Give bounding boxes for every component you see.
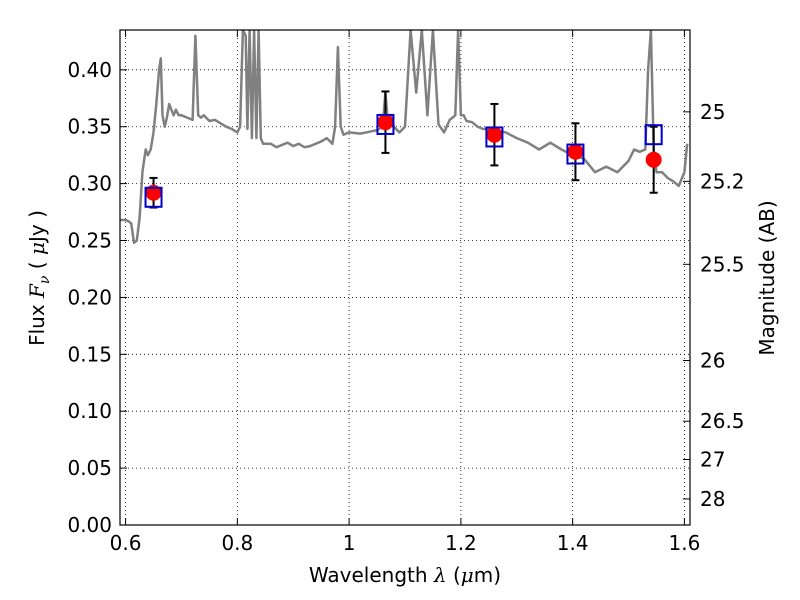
model-point — [566, 143, 585, 165]
y-axis-title: Flux Fν ( μJy ) — [25, 210, 53, 346]
x-tick-label: 1.2 — [445, 531, 477, 555]
model-point — [144, 186, 163, 208]
y-tick-label: 0.35 — [67, 115, 112, 139]
y2-tick-label: 27 — [700, 448, 725, 472]
y2-tick-label: 25.5 — [700, 252, 745, 276]
plot-frame — [119, 29, 691, 526]
y2-axis-title: Magnitude (AB) — [755, 200, 779, 355]
y-tick-label: 0.00 — [67, 513, 112, 537]
model-point — [485, 126, 504, 148]
y-tick-label: 0.25 — [67, 229, 112, 253]
y-tick-label: 0.40 — [67, 58, 112, 82]
y-tick-label: 0.10 — [67, 399, 112, 423]
y2-tick-label: 26.5 — [700, 409, 745, 433]
y2-tick-label: 25.2 — [700, 169, 745, 193]
y-tick-label: 0.30 — [67, 172, 112, 196]
observed-point — [567, 143, 584, 160]
y-tick-label: 0.15 — [67, 342, 112, 366]
y-tick-label: 0.05 — [67, 456, 112, 480]
x-axis-title: Wavelength λ (μm) — [309, 563, 501, 587]
observed-point — [486, 126, 503, 143]
observed-point — [645, 151, 662, 168]
series-layer — [120, 30, 689, 245]
x-tick-label: 0.6 — [110, 531, 142, 555]
x-tick-label: 1.6 — [669, 531, 701, 555]
x-tick-label: 1 — [343, 531, 356, 555]
y2-tick-label: 26 — [700, 349, 725, 373]
ticks — [120, 30, 690, 526]
x-tick-label: 0.8 — [221, 531, 253, 555]
y-tick-label: 0.20 — [67, 285, 112, 309]
y2-tick-label: 25 — [700, 100, 725, 124]
spectrum-line — [120, 30, 689, 245]
model-point — [376, 113, 395, 135]
observed-point — [377, 114, 394, 131]
y2-tick-label: 28 — [700, 487, 725, 511]
x-tick-label: 1.4 — [557, 531, 589, 555]
model-point — [644, 124, 663, 146]
plot-background — [120, 30, 690, 525]
tick-labels: 0.6 0.8 1 1.2 1.4 1.6 0.00 0.05 0.10 0.15 0.20 0.25… — [67, 58, 744, 555]
